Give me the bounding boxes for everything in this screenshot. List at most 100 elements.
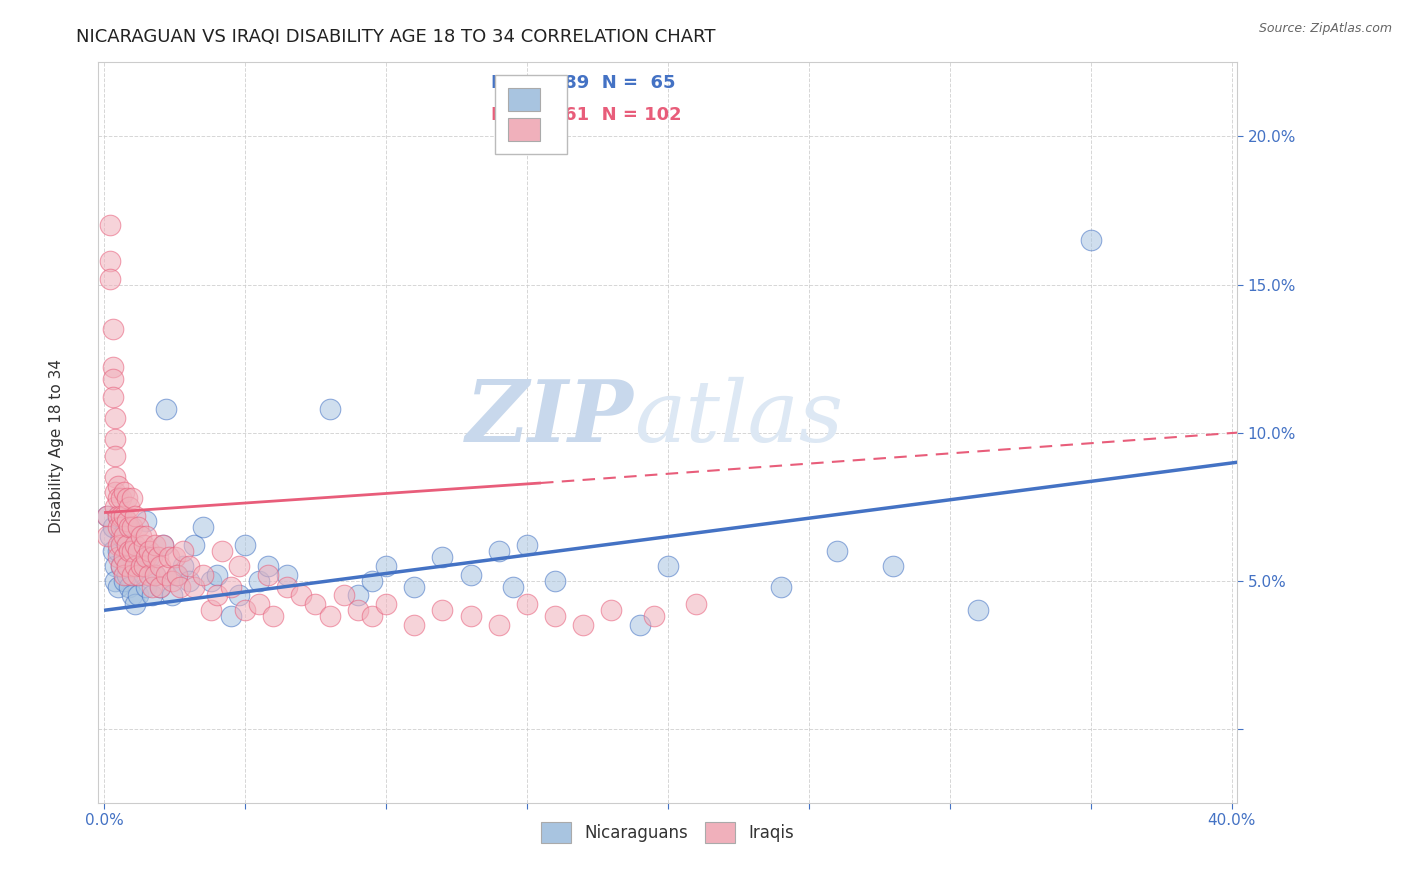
Point (124, 598, 146, 612)
Point (825, 544, 848, 558)
Point (685, 598, 707, 612)
Point (172, 544, 194, 558)
Point (124, 508, 146, 523)
Point (432, 603, 454, 617)
Point (149, 558, 172, 573)
Point (276, 580, 298, 594)
Point (346, 589, 368, 603)
Point (115, 558, 138, 573)
Point (132, 538, 155, 552)
Point (107, 520, 129, 534)
Point (96, 508, 118, 523)
Text: atlas: atlas (634, 376, 842, 459)
Point (600, 603, 623, 617)
Point (166, 567, 188, 582)
Point (163, 549, 186, 564)
Point (121, 544, 143, 558)
Point (304, 598, 326, 612)
Point (228, 558, 250, 573)
Point (233, 603, 256, 617)
Point (152, 538, 174, 552)
Point (290, 589, 312, 603)
Point (262, 609, 284, 624)
Point (107, 544, 129, 558)
Point (110, 558, 132, 573)
Point (98, 219, 121, 233)
Point (107, 479, 129, 493)
Point (104, 432, 127, 446)
Point (318, 609, 340, 624)
Point (141, 589, 163, 603)
Point (318, 401, 340, 416)
Point (160, 589, 183, 603)
Point (112, 574, 135, 588)
Point (107, 491, 129, 505)
Point (112, 549, 135, 564)
Point (155, 567, 177, 582)
Point (135, 515, 157, 529)
Point (127, 549, 149, 564)
Point (404, 580, 426, 594)
Point (200, 603, 222, 617)
Point (115, 538, 138, 552)
Point (544, 574, 567, 588)
Point (502, 580, 524, 594)
Point (107, 508, 129, 523)
Point (177, 574, 200, 588)
Point (135, 580, 157, 594)
Point (247, 598, 270, 612)
Point (118, 520, 141, 534)
Point (118, 580, 141, 594)
Point (375, 558, 398, 573)
Point (96, 508, 118, 523)
Point (101, 520, 124, 534)
Point (115, 491, 138, 505)
Point (110, 538, 132, 552)
Point (657, 558, 679, 573)
Point (104, 410, 127, 425)
Point (205, 589, 228, 603)
Point (121, 549, 143, 564)
Point (460, 609, 482, 624)
Point (104, 484, 127, 499)
Point (488, 618, 510, 632)
Point (432, 549, 454, 564)
Point (143, 567, 166, 582)
Point (183, 538, 205, 552)
Point (488, 544, 510, 558)
Point (360, 609, 382, 624)
Point (124, 538, 146, 552)
Point (141, 580, 163, 594)
Text: Source: ZipAtlas.com: Source: ZipAtlas.com (1258, 22, 1392, 36)
Point (146, 549, 169, 564)
Point (127, 567, 149, 582)
Point (121, 567, 143, 582)
Point (135, 529, 157, 543)
Point (118, 544, 141, 558)
Point (104, 450, 127, 464)
Text: NICARAGUAN VS IRAQI DISABILITY AGE 18 TO 34 CORRELATION CHART: NICARAGUAN VS IRAQI DISABILITY AGE 18 TO… (76, 28, 716, 45)
Point (118, 500, 141, 514)
Point (516, 538, 538, 552)
Point (104, 500, 127, 514)
Text: Disability Age 18 to 34: Disability Age 18 to 34 (49, 359, 63, 533)
Point (160, 574, 183, 588)
Point (112, 529, 135, 543)
Point (107, 580, 129, 594)
Point (110, 491, 132, 505)
Point (219, 609, 242, 624)
Point (104, 574, 127, 588)
Point (129, 529, 152, 543)
Point (124, 558, 146, 573)
Point (460, 567, 482, 582)
Point (138, 567, 160, 582)
Point (104, 558, 127, 573)
Point (101, 544, 124, 558)
Point (769, 580, 792, 594)
Point (121, 491, 143, 505)
Point (228, 589, 250, 603)
Point (98, 271, 121, 285)
Point (172, 558, 194, 573)
Point (127, 544, 149, 558)
Point (129, 558, 152, 573)
